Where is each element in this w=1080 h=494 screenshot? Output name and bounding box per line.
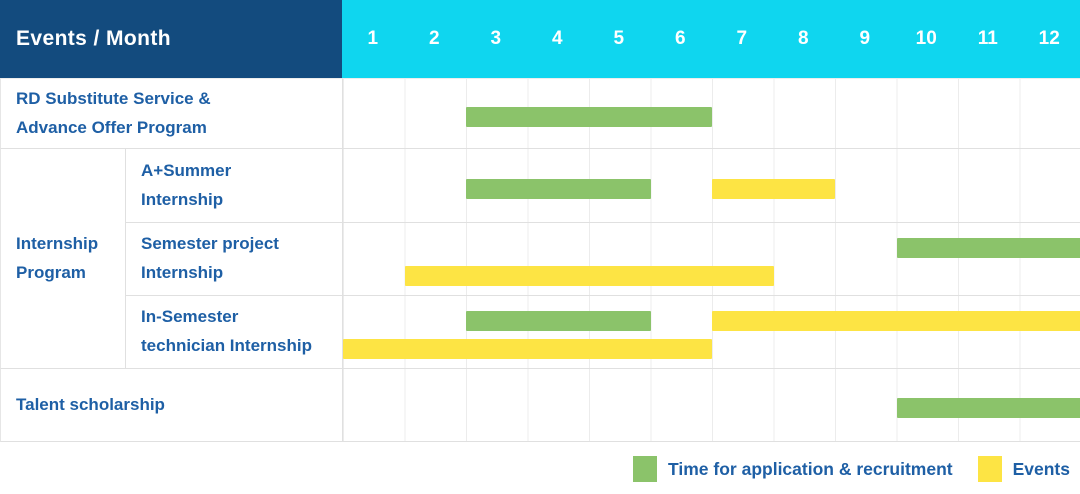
gantt-bar-events (404, 266, 774, 286)
month-label: 2 (428, 28, 440, 49)
legend-item-events: Events (977, 456, 1070, 482)
group-label-internship-program: Internship Program (0, 148, 125, 368)
gantt-bar-application (896, 398, 1080, 418)
month-label: 5 (613, 28, 625, 49)
month-label: 1 (367, 28, 379, 49)
events-color-swatch (977, 456, 1002, 482)
row-label-in-semester-technician: In-Semester technician Internship (125, 295, 342, 368)
row-label-text: Semester project Internship (141, 234, 279, 282)
month-label: 11 (977, 28, 998, 49)
gantt-bar-events (343, 339, 712, 359)
legend-item-application: Time for application & recruitment (633, 456, 953, 482)
month-label: 9 (859, 28, 871, 49)
gantt-row-a-plus-summer (342, 148, 1080, 222)
row-label-text: Talent scholarship (16, 394, 165, 414)
month-label: 10 (915, 28, 937, 49)
table-corner-header: Events / Month (0, 0, 342, 78)
corner-header-label: Events / Month (16, 27, 171, 50)
month-label: 12 (1038, 28, 1060, 49)
application-color-swatch (633, 456, 658, 482)
month-label: 7 (736, 28, 748, 49)
month-header: 1 2 3 4 5 6 7 8 9 10 11 12 (342, 0, 1080, 78)
gantt-bar-application (896, 238, 1080, 258)
row-label-rd-substitute: RD Substitute Service & Advance Offer Pr… (0, 78, 342, 148)
gantt-row-semester-project (342, 222, 1080, 295)
gantt-row-rd-substitute (342, 78, 1080, 148)
row-label-text: In-Semester technician Internship (141, 307, 312, 355)
group-label-text: Internship Program (16, 233, 99, 282)
row-label-text: A+Summer Internship (141, 160, 232, 209)
gantt-row-talent-scholarship (342, 368, 1080, 442)
month-label: 4 (551, 28, 563, 49)
month-label: 3 (490, 28, 502, 49)
row-label-semester-project: Semester project Internship (125, 222, 342, 295)
gantt-row-in-semester-technician (342, 295, 1080, 368)
row-label-a-plus-summer: A+Summer Internship (125, 148, 342, 222)
gantt-bar-application (466, 178, 651, 199)
month-label: 8 (797, 28, 809, 49)
row-label-text: RD Substitute Service & Advance Offer Pr… (16, 88, 211, 137)
gantt-bar-application (466, 311, 651, 331)
gantt-bar-events (712, 178, 835, 199)
legend: Time for application & recruitment Event… (633, 456, 1070, 482)
month-label: 6 (674, 28, 686, 49)
legend-label-events: Events (1012, 458, 1070, 479)
gantt-schedule-table: Events / Month 1 2 3 4 5 6 7 8 9 10 11 12 RD Substi… (0, 0, 1080, 442)
row-label-talent-scholarship: Talent scholarship (0, 368, 342, 442)
gantt-bar-events (712, 311, 1080, 331)
gantt-bar-application (466, 106, 712, 127)
legend-label-application: Time for application & recruitment (668, 458, 953, 479)
